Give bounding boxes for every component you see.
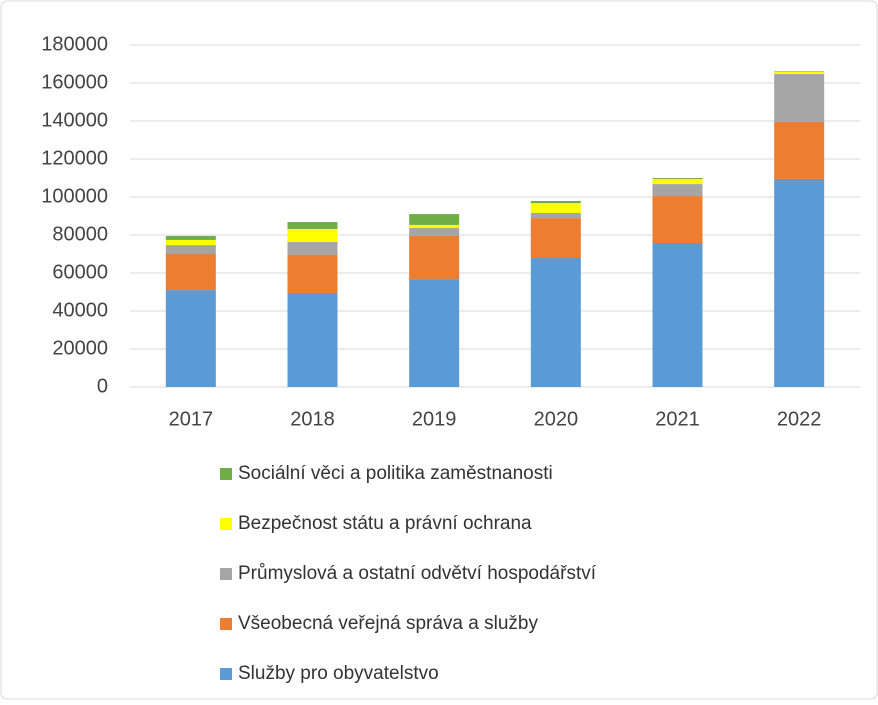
y-tick-label: 40000 [52, 299, 108, 321]
bar-segment [652, 196, 703, 243]
legend-label: Služby pro obyvatelstvo [238, 663, 439, 684]
bar-segment [652, 178, 703, 185]
x-tick-label: 2018 [290, 408, 335, 430]
legend-swatch [220, 618, 232, 630]
legend-swatch [220, 668, 232, 680]
bar-segment [287, 254, 338, 293]
x-tick-label: 2020 [534, 408, 579, 430]
bar-segment [287, 292, 338, 387]
y-tick-label: 120000 [41, 147, 108, 169]
bar-segment [165, 239, 216, 246]
bar-segment [409, 279, 460, 387]
bar-segment [774, 178, 825, 387]
bar-segment [774, 71, 825, 75]
y-tick-label: 80000 [52, 223, 108, 245]
y-tick-label: 20000 [52, 337, 108, 359]
bar-segment [530, 203, 581, 213]
legend-swatch [220, 468, 232, 480]
bar-segment [774, 121, 825, 179]
y-tick-label: 100000 [41, 185, 108, 207]
bar-segment [652, 184, 703, 197]
y-tick-label: 60000 [52, 261, 108, 283]
bar-segment [530, 200, 581, 204]
legend: Služby pro obyvatelstvo Všeobecná veřejná… [220, 463, 597, 684]
bar-segment [530, 212, 581, 219]
legend-label: Průmyslová a ostatní odvětví hospodářstv… [238, 563, 597, 584]
bar-segment [774, 71, 825, 72]
legend-label: Všeobecná veřejná správa a služby [238, 613, 538, 634]
bar-segment [287, 242, 338, 255]
bar-segment [165, 245, 216, 254]
bar-segment [409, 224, 460, 228]
bar-segment [409, 227, 460, 236]
bar-segment [287, 222, 338, 229]
bar-segment [652, 242, 703, 387]
bar-segment [409, 214, 460, 225]
bar-segment [774, 74, 825, 122]
bar-segment [530, 218, 581, 258]
bar-segment [652, 178, 703, 179]
x-tick-label: 2017 [169, 408, 214, 430]
legend-swatch [220, 568, 232, 580]
bar-segment [409, 235, 460, 280]
legend-label: Bezpečnost státu a právní ochrana [238, 513, 532, 534]
bar-segment [165, 235, 216, 240]
bar-segment [165, 290, 216, 387]
bar-segment [287, 228, 338, 243]
y-tick-label: 180000 [41, 33, 108, 55]
y-tick-label: 160000 [41, 71, 108, 93]
bar-segment [165, 254, 216, 291]
y-tick-label: 140000 [41, 109, 108, 131]
legend-label: Sociální věci a politika zaměstnanosti [238, 463, 553, 484]
x-tick-label: 2022 [777, 408, 822, 430]
x-tick-label: 2021 [655, 408, 700, 430]
legend-swatch [220, 518, 232, 530]
x-tick-label: 2019 [412, 408, 457, 430]
bar-segment [530, 257, 581, 387]
y-tick-label: 0 [97, 375, 108, 397]
